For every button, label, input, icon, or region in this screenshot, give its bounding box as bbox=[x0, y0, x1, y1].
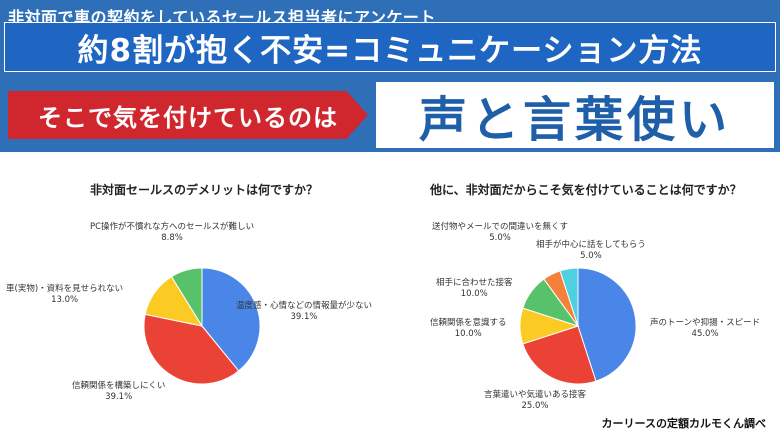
left-pie-chart bbox=[143, 267, 261, 385]
slice-label: 相手が中心に話をしてもらう 5.0% bbox=[536, 240, 646, 261]
right-chart-title: 他に、非対面だからこそ気を付けていることは何ですか？ bbox=[430, 183, 742, 197]
slice-label: 温度感・心情などの情報量が少ない 39.1% bbox=[236, 301, 373, 322]
slice-label: 信頼関係を構築しにくい 39.1% bbox=[72, 381, 166, 402]
right-pie-chart bbox=[519, 267, 637, 385]
slice-label: PC操作が不慣れな方へのセールスが難しい 8.8% bbox=[90, 222, 255, 243]
pie-slice-1 bbox=[577, 267, 637, 382]
main-title: 約8割が抱く不安=コミュニケーション方法 bbox=[4, 22, 776, 72]
highlight-text: 声と言葉使い bbox=[376, 82, 774, 148]
slice-label: 車(実物)・資料を見せられない 13.0% bbox=[6, 284, 124, 305]
slice-label: 相手に合わせた接客 10.0% bbox=[436, 278, 513, 299]
header-banner: 非対面で車の契約をしているセールス担当者にアンケート 約8割が抱く不安=コミュニ… bbox=[0, 0, 780, 152]
pie-slice-1 bbox=[201, 267, 261, 372]
left-chart-title: 非対面セールスのデメリットは何ですか？ bbox=[90, 183, 319, 197]
pie-slice-2 bbox=[143, 313, 240, 385]
sub-banner: そこで気を付けているのは 声と言葉使い bbox=[0, 82, 780, 148]
slice-label: 信頼関係を意識する 10.0% bbox=[430, 318, 507, 339]
pie-slice-2 bbox=[522, 325, 597, 385]
slice-label: 声のトーンや抑揚・スピード 45.0% bbox=[650, 318, 761, 339]
pie-slice-4 bbox=[170, 267, 203, 328]
pie-slice-6 bbox=[559, 267, 579, 327]
sub-label-arrow: そこで気を付けているのは bbox=[8, 91, 368, 139]
credit-text: カーリースの定額カルモくん調べ bbox=[601, 417, 766, 430]
slice-label: 言葉遣いや気遣いある接客 25.0% bbox=[484, 390, 587, 411]
slice-label: 送付物やメールでの間違いを無くす 5.0% bbox=[432, 222, 569, 243]
